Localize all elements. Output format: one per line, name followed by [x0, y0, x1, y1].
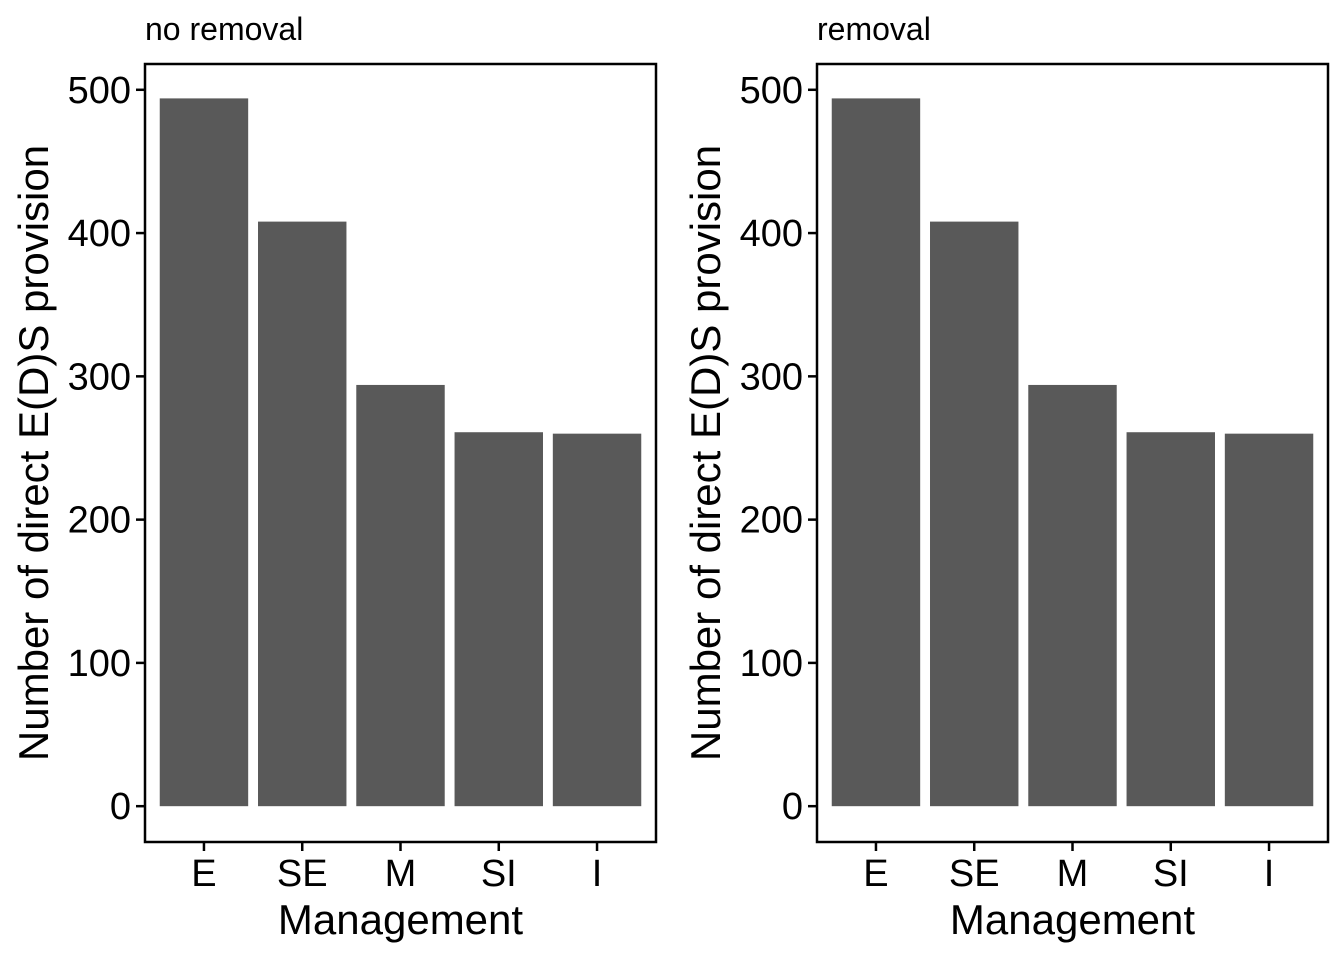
- x-tick-label: SE: [949, 853, 1000, 895]
- bar-i: [552, 433, 642, 807]
- bar-se: [930, 221, 1019, 807]
- panel-title: no removal: [145, 11, 303, 47]
- y-axis-label: Number of direct E(D)S provision: [682, 145, 729, 761]
- x-axis-label: Management: [278, 896, 523, 943]
- y-axis-label: Number of direct E(D)S provision: [10, 145, 57, 761]
- y-tick-label: 300: [68, 356, 131, 398]
- x-tick-label: I: [1264, 853, 1275, 895]
- x-tick-label: SI: [1153, 853, 1189, 895]
- y-tick-label: 400: [68, 213, 131, 255]
- bar-i: [1224, 433, 1314, 807]
- bar-si: [1126, 432, 1215, 807]
- x-tick-label: SE: [277, 853, 328, 895]
- x-tick-label: I: [592, 853, 603, 895]
- x-tick-label: M: [1057, 853, 1089, 895]
- y-tick-label: 0: [782, 786, 803, 828]
- y-tick-label: 200: [68, 500, 131, 542]
- bar-e: [159, 98, 249, 807]
- x-tick-label: M: [385, 853, 417, 895]
- x-tick-label: SI: [481, 853, 517, 895]
- x-tick-label: E: [191, 853, 216, 895]
- y-tick-label: 100: [68, 643, 131, 685]
- y-tick-label: 200: [740, 500, 803, 542]
- bar-si: [454, 432, 543, 807]
- y-tick-label: 400: [740, 213, 803, 255]
- y-tick-label: 500: [740, 70, 803, 112]
- bar-m: [1028, 384, 1117, 807]
- chart-panel-1: 0 100 200 300 400 500 E SE M SI Ino removal Managem…: [10, 11, 658, 943]
- bar-m: [356, 384, 445, 807]
- y-tick-label: 0: [110, 786, 131, 828]
- x-tick-label: E: [863, 853, 888, 895]
- bar-e: [831, 98, 921, 807]
- y-tick-label: 500: [68, 70, 131, 112]
- y-tick-label: 100: [740, 643, 803, 685]
- y-tick-label: 300: [740, 356, 803, 398]
- panel-title: removal: [817, 11, 931, 47]
- x-axis-label: Management: [950, 896, 1195, 943]
- bar-se: [258, 221, 347, 807]
